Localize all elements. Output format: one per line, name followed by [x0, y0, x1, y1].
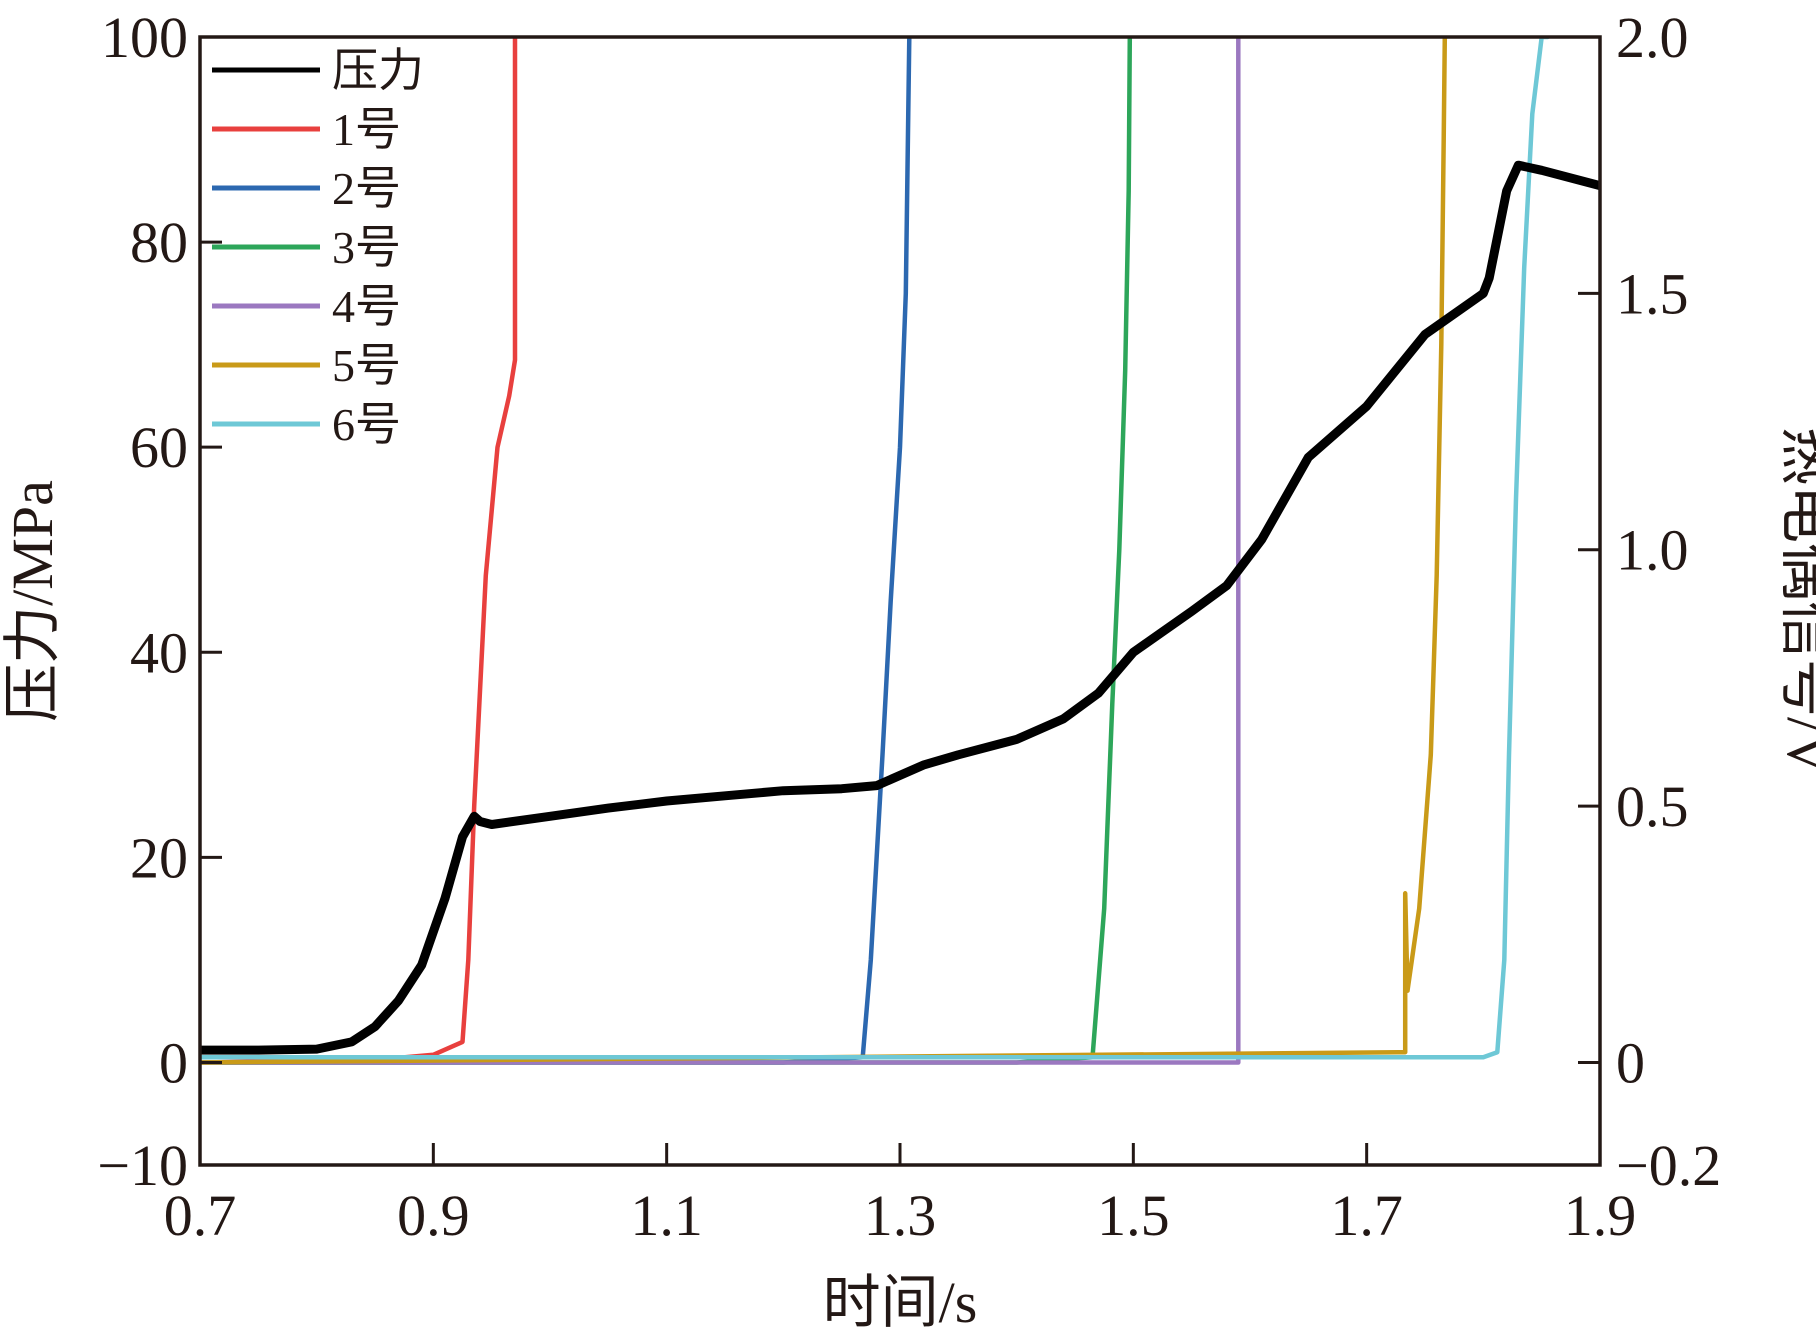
series-line-5: [200, 37, 1448, 1065]
y-left-tick-label: 40: [130, 620, 188, 685]
x-tick-label: 0.7: [164, 1183, 237, 1248]
legend-label-6: 6号: [332, 399, 401, 450]
y-left-tick-label: 80: [130, 210, 188, 275]
legend: 压力 1号 2号 3号 4号 5号 6号: [212, 45, 424, 450]
y-left-axis-title: 压力/MPa: [0, 480, 65, 722]
legend-label-5: 5号: [332, 340, 401, 391]
x-tick-label: 1.1: [630, 1183, 703, 1248]
series-line-6: [200, 37, 1550, 1060]
legend-label-4: 4号: [332, 281, 401, 332]
y-right-tick-label: 1.5: [1616, 261, 1689, 326]
y-left-tick-label: 60: [130, 415, 188, 480]
series-line-0: [200, 160, 1600, 1055]
y-right-tick-label: 0: [1616, 1030, 1645, 1095]
y-left-tick-label: 100: [101, 5, 188, 70]
legend-label-1: 1号: [332, 104, 401, 155]
y-right-tick-label: 2.0: [1616, 5, 1689, 70]
y-left-tick-label: 0: [159, 1030, 188, 1095]
series-line-2: [200, 37, 912, 1065]
x-tick-label: 1.7: [1330, 1183, 1403, 1248]
plot-frame: [198, 35, 1602, 1167]
x-tick-label: 0.9: [397, 1183, 470, 1248]
legend-label-0: 压力: [332, 45, 424, 96]
x-tick-label: 1.9: [1564, 1183, 1637, 1248]
y-right-tick-label: 1.0: [1616, 518, 1689, 583]
y-left-tick-label: 20: [130, 825, 188, 890]
x-tick-label: 1.5: [1097, 1183, 1170, 1248]
y-right-tick-label: −0.2: [1616, 1133, 1721, 1198]
series-line-4: [200, 37, 1241, 1065]
y-right-axis-title: 热电偶信号/V: [1775, 427, 1816, 775]
x-axis-title: 时间/s: [823, 1270, 978, 1335]
axes-layer: 0.7 0.9 1.1 1.3 1.5 1.7 1.9 −10 0 20 40 60 80 100 −0.2…: [0, 5, 1816, 1335]
y-right-tick-label: 0.5: [1616, 774, 1689, 839]
x-tick-label: 1.3: [864, 1183, 937, 1248]
legend-label-2: 2号: [332, 163, 401, 214]
series-layer: [200, 37, 1600, 1065]
y-left-tick-label: −10: [97, 1133, 188, 1198]
legend-label-3: 3号: [332, 222, 401, 273]
